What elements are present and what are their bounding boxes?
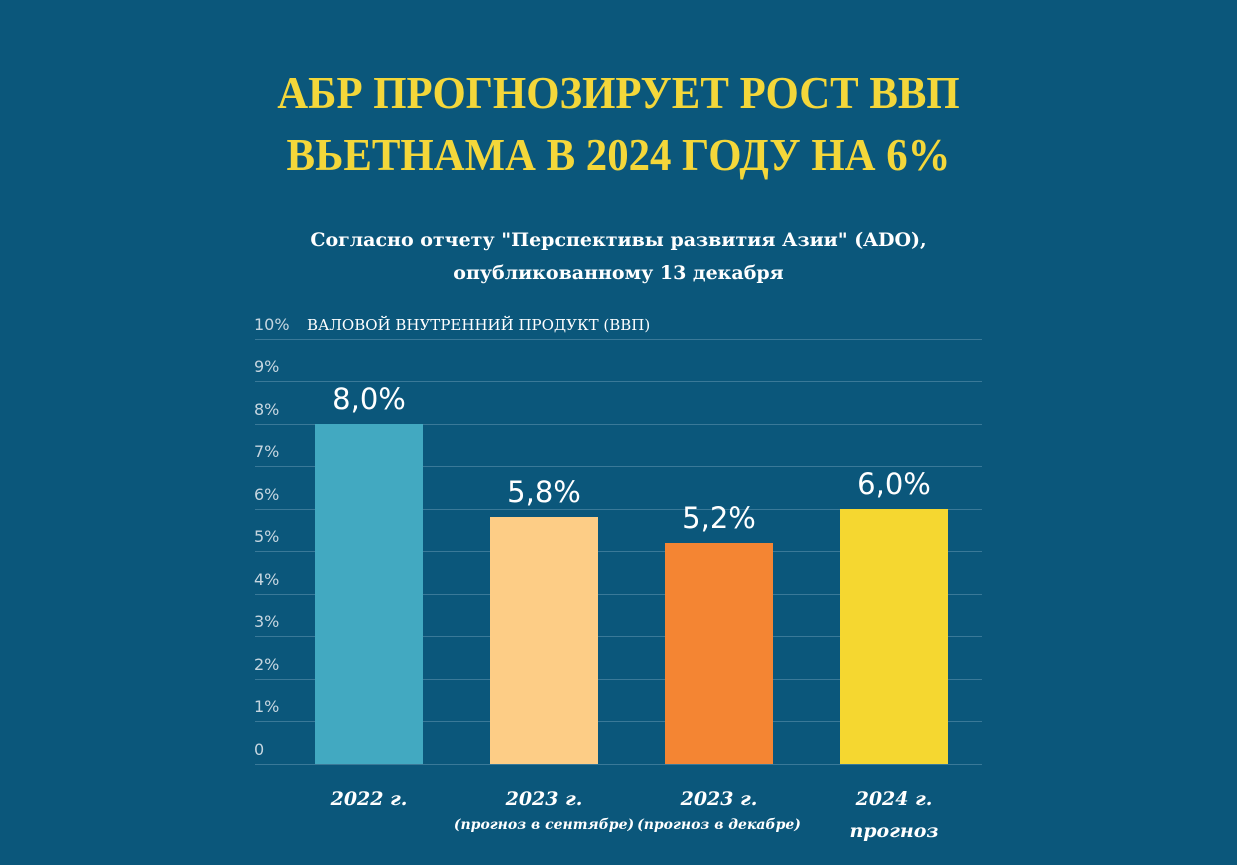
y-axis-title: ВАЛОВОЙ ВНУТРЕННИЙ ПРОДУКТ (ВВП) bbox=[307, 316, 651, 334]
data-label: 6,0% bbox=[857, 467, 931, 501]
gridline bbox=[255, 721, 982, 722]
category-main: 2023 г. bbox=[680, 788, 758, 810]
y-tick-label: 5% bbox=[254, 527, 280, 546]
gridline bbox=[255, 509, 982, 510]
title-line-1: АБР ПРОГНОЗИРУЕТ РОСТ ВВП bbox=[277, 67, 960, 118]
category-main: 2023 г. bbox=[505, 788, 583, 810]
bar bbox=[665, 543, 773, 764]
bar bbox=[490, 517, 598, 764]
y-tick-label: 0 bbox=[254, 740, 265, 759]
y-tick-label: 6% bbox=[254, 485, 280, 504]
category-sub: (прогноз в сентябре) bbox=[453, 817, 635, 833]
gridline bbox=[255, 339, 982, 340]
gridline bbox=[255, 551, 982, 552]
bar bbox=[840, 509, 948, 764]
y-tick-label: 10% bbox=[254, 315, 290, 334]
gridline bbox=[255, 636, 982, 637]
subtitle-line-1: Согласно отчету "Перспективы развития Аз… bbox=[310, 229, 927, 251]
gridline bbox=[255, 466, 982, 467]
gridline bbox=[255, 424, 982, 425]
category-main: 2024 г. bbox=[855, 788, 933, 810]
data-label: 5,8% bbox=[507, 475, 581, 509]
data-label: 8,0% bbox=[332, 382, 406, 416]
bar bbox=[315, 424, 423, 764]
y-tick-label: 2% bbox=[254, 655, 280, 674]
y-tick-label: 3% bbox=[254, 612, 280, 631]
data-label: 5,2% bbox=[682, 501, 756, 535]
x-category-label: 2023 г. (прогноз в сентябре) bbox=[444, 786, 644, 838]
y-tick-label: 7% bbox=[254, 442, 280, 461]
y-tick-label: 4% bbox=[254, 570, 280, 589]
category-main: 2022 г. bbox=[330, 788, 408, 810]
chart-title: АБР ПРОГНОЗИРУЕТ РОСТ ВВП ВЬЕТНАМА В 202… bbox=[43, 62, 1193, 186]
gridline bbox=[255, 594, 982, 595]
y-tick-label: 1% bbox=[254, 697, 280, 716]
subtitle-line-2: опубликованному 13 декабря bbox=[453, 262, 784, 284]
x-category-label: 2024 г. прогноз bbox=[794, 786, 994, 844]
x-category-label: 2023 г. (прогноз в декабре) bbox=[619, 786, 819, 838]
gridline bbox=[255, 764, 982, 765]
x-category-label: 2022 г. bbox=[269, 786, 469, 812]
y-tick-label: 9% bbox=[254, 357, 280, 376]
gridline bbox=[255, 381, 982, 382]
category-sub: прогноз bbox=[849, 820, 939, 842]
category-sub: (прогноз в декабре) bbox=[637, 817, 801, 833]
gridline bbox=[255, 679, 982, 680]
y-tick-label: 8% bbox=[254, 400, 280, 419]
title-line-2: ВЬЕТНАМА В 2024 ГОДУ НА 6% bbox=[286, 129, 951, 180]
chart-subtitle: Согласно отчету "Перспективы развития Аз… bbox=[0, 224, 1237, 290]
